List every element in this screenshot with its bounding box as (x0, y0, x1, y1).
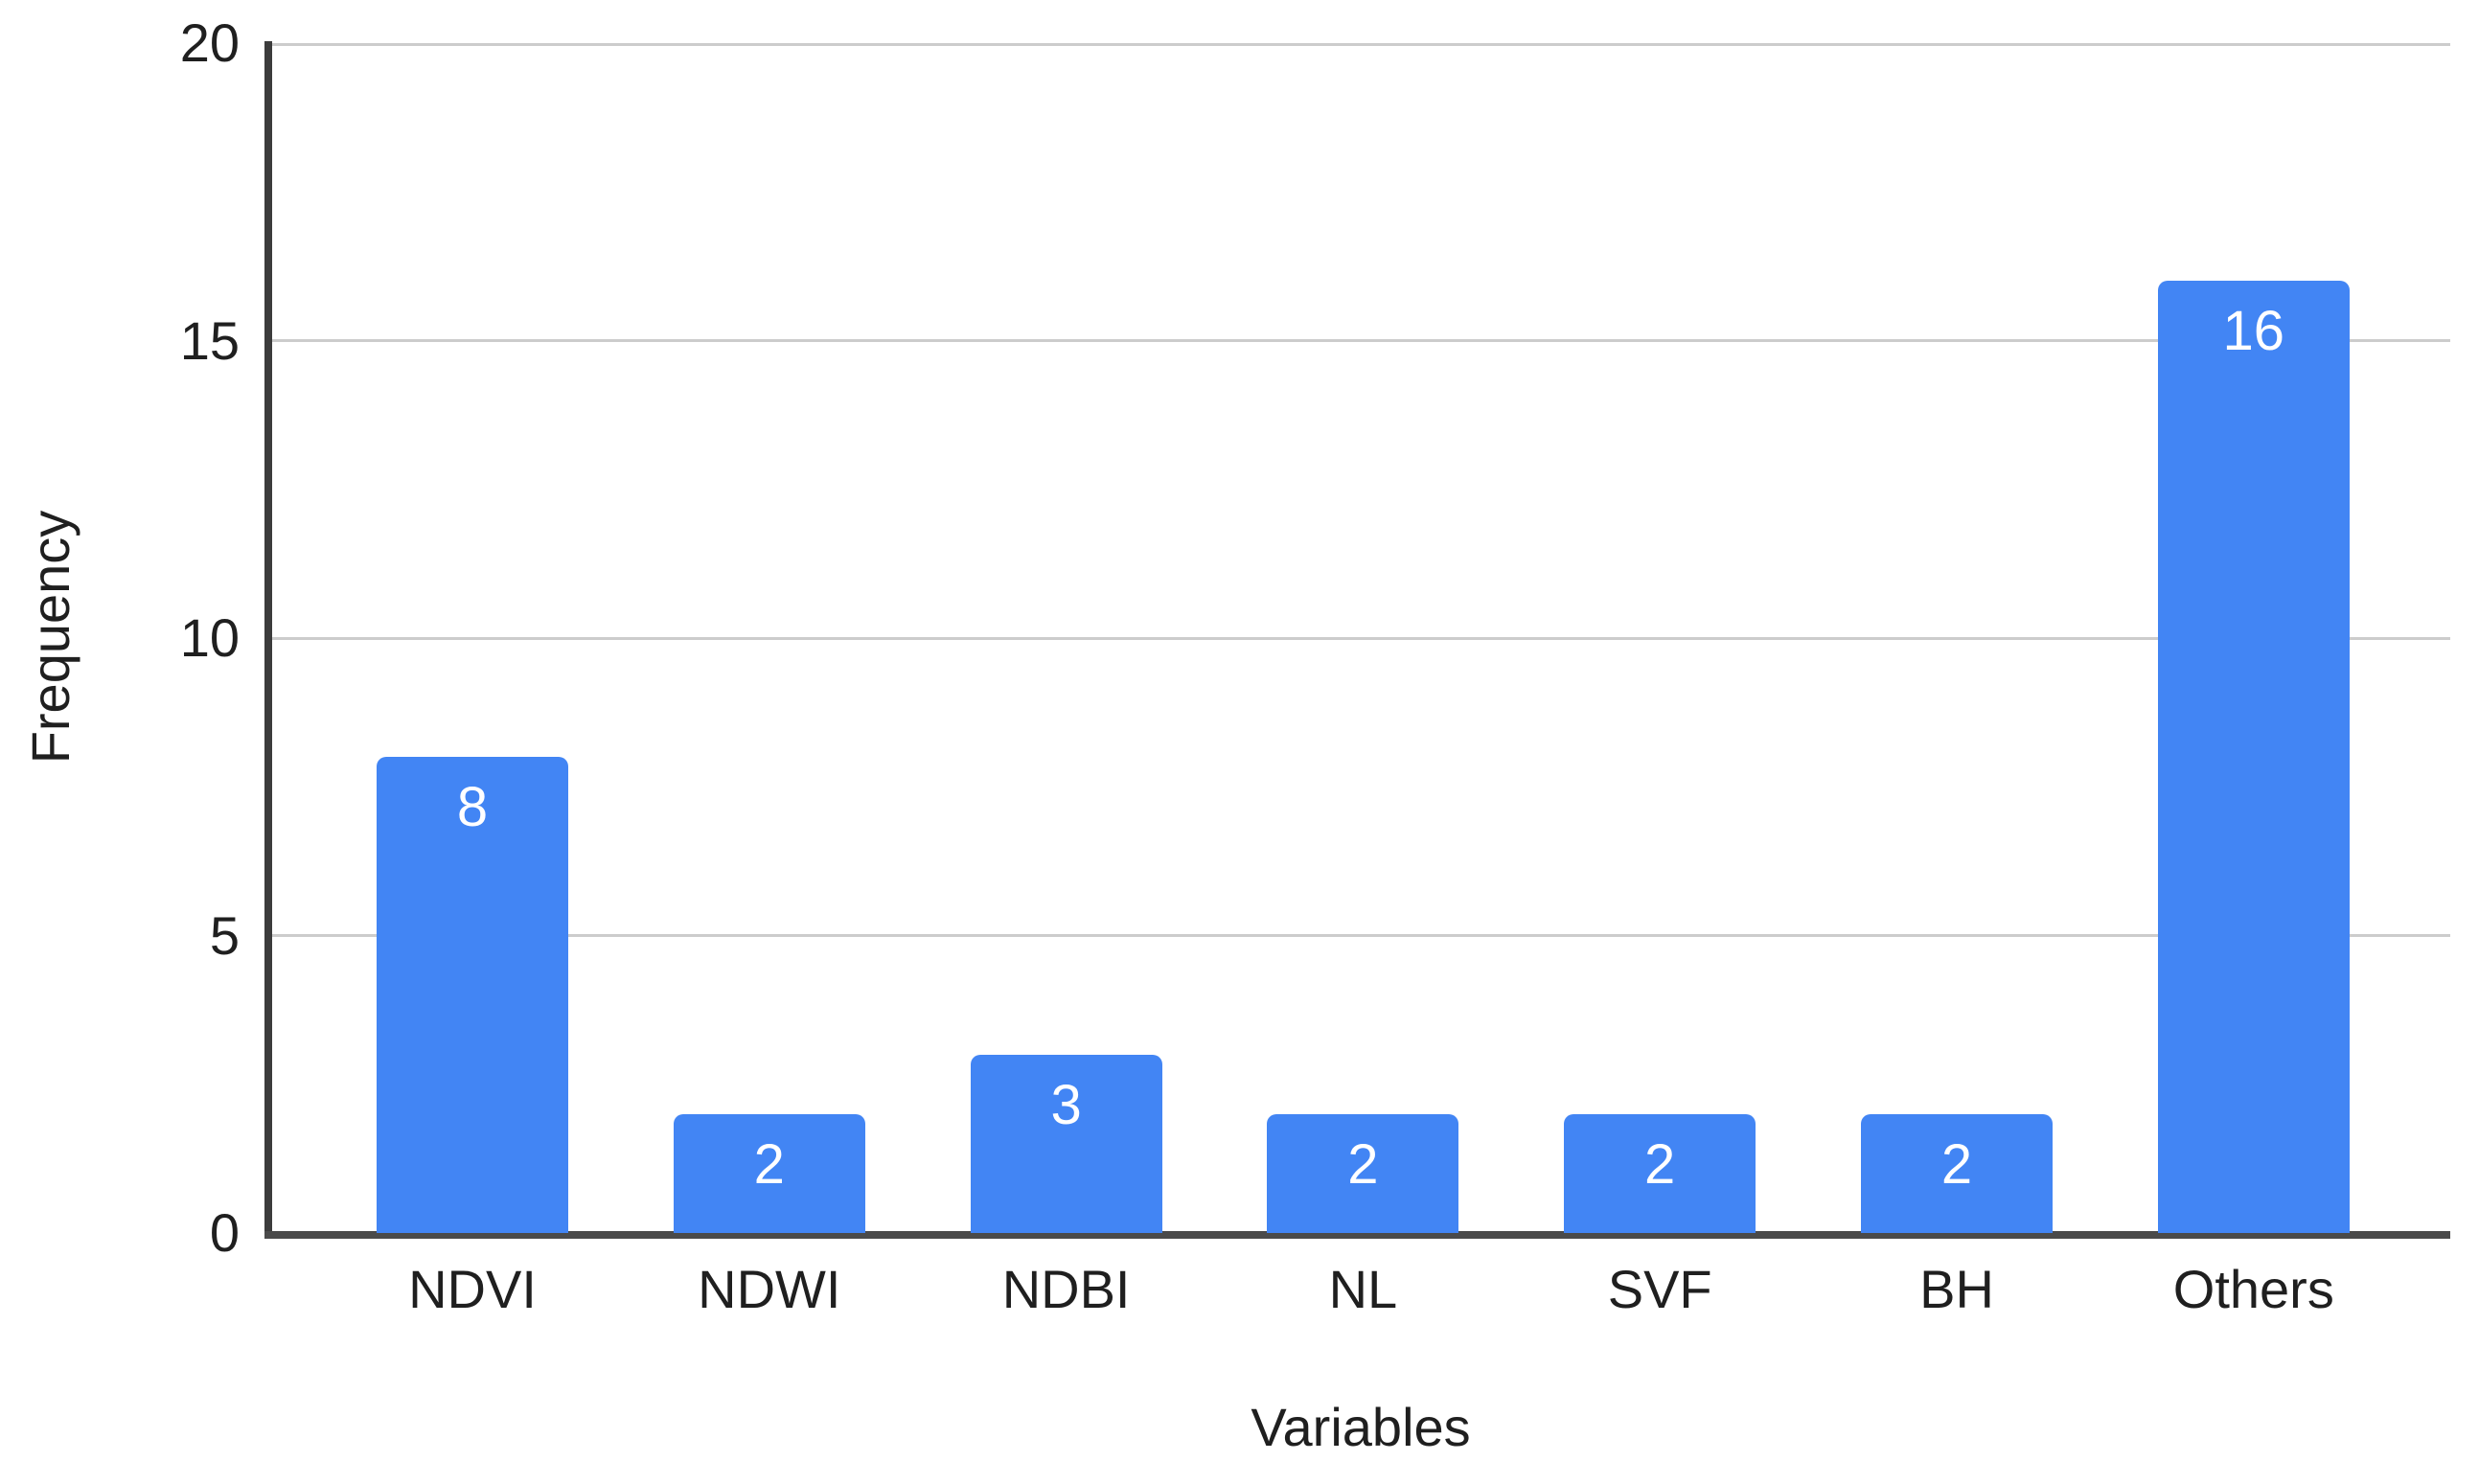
y-tick-label: 0 (209, 1202, 240, 1263)
category-label-ndvi: NDVI (408, 1259, 537, 1319)
bar-ndvi: 8 (377, 757, 568, 1233)
category-label-ndwi: NDWI (698, 1259, 841, 1319)
y-tick-label: 15 (179, 309, 240, 371)
y-tick-label: 5 (209, 904, 240, 966)
x-axis-line (264, 1231, 2450, 1239)
category-label-others: Others (2172, 1259, 2334, 1319)
bar-ndbi: 3 (970, 1054, 1162, 1233)
gridline (272, 339, 2450, 342)
y-tick-label: 20 (179, 12, 240, 73)
category-label-svf: SVF (1607, 1259, 1712, 1319)
y-tick-label: 10 (179, 607, 240, 668)
bar-value-label: 2 (753, 1132, 785, 1196)
bar-value-label: 2 (1940, 1132, 1973, 1196)
category-label-bh: BH (1919, 1259, 1994, 1319)
bar-value-label: 3 (1050, 1073, 1082, 1136)
bar-svf: 2 (1564, 1113, 1756, 1233)
bar-nl: 2 (1267, 1113, 1459, 1233)
bar-others: 16 (2157, 281, 2350, 1233)
bar-ndwi: 2 (673, 1113, 865, 1233)
plot-area: 8 2 3 2 2 2 16 (272, 43, 2450, 1233)
bar-value-label: 16 (2222, 300, 2285, 363)
bar-value-label: 2 (1644, 1132, 1676, 1196)
bar-value-label: 2 (1347, 1132, 1379, 1196)
bar-value-label: 8 (456, 776, 489, 839)
gridline (272, 636, 2450, 640)
x-axis-title: Variables (1251, 1397, 1471, 1457)
gridline (272, 43, 2450, 46)
y-axis-line (264, 41, 272, 1237)
category-label-nl: NL (1328, 1259, 1398, 1319)
category-label-ndbi: NDBI (1001, 1259, 1131, 1319)
gridline (272, 934, 2450, 937)
bar-bh: 2 (1861, 1113, 2053, 1233)
